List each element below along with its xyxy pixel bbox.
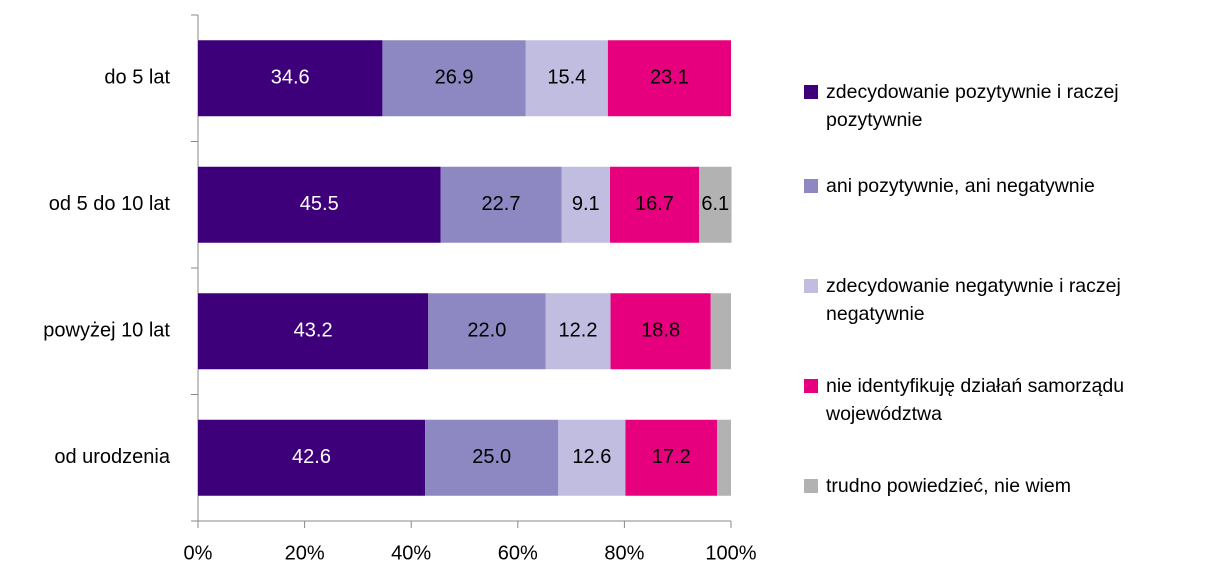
bar-segment bbox=[382, 40, 526, 117]
data-label: 22.7 bbox=[482, 193, 521, 215]
y-tick-label: powyżej 10 lat bbox=[43, 320, 170, 342]
data-label: 6.1 bbox=[701, 193, 729, 215]
data-label: 25.0 bbox=[472, 446, 511, 468]
bar-segment bbox=[717, 419, 731, 496]
x-tick-label: 60% bbox=[498, 542, 538, 564]
data-label: 15.4 bbox=[547, 67, 586, 89]
data-label: 23.1 bbox=[650, 67, 689, 89]
y-tick-label: od urodzenia bbox=[54, 446, 171, 468]
bar-segment bbox=[428, 293, 546, 370]
data-label: 42.6 bbox=[292, 446, 331, 468]
data-label: 12.2 bbox=[559, 320, 598, 342]
legend-entry: trudno powiedzieć, nie wiem bbox=[804, 472, 1204, 500]
legend-swatch bbox=[804, 85, 818, 99]
data-label: 45.5 bbox=[300, 193, 339, 215]
x-tick-label: 0% bbox=[184, 542, 213, 564]
data-label: 16.7 bbox=[635, 193, 674, 215]
data-label: 9.1 bbox=[572, 193, 600, 215]
legend-label: zdecydowanie pozytywnie i raczej pozytyw… bbox=[826, 81, 1119, 131]
data-label: 18.8 bbox=[641, 320, 680, 342]
x-tick-label: 40% bbox=[391, 542, 431, 564]
legend-label: ani pozytywnie, ani negatywnie bbox=[826, 175, 1095, 197]
legend-swatch bbox=[804, 379, 818, 393]
bar-segment bbox=[525, 40, 608, 117]
bar-segment bbox=[425, 419, 559, 496]
y-tick-label: od 5 do 10 lat bbox=[49, 193, 171, 215]
legend-label: nie identyfikuję działań samorządu wojew… bbox=[826, 375, 1125, 425]
legend-label: trudno powiedzieć, nie wiem bbox=[826, 475, 1071, 497]
y-tick-label: do 5 lat bbox=[104, 67, 170, 89]
bar-segment bbox=[699, 166, 732, 243]
bar-segment bbox=[561, 166, 611, 243]
legend-swatch bbox=[804, 479, 818, 493]
data-label: 12.6 bbox=[572, 446, 611, 468]
bar-segment bbox=[198, 40, 383, 117]
legend-entry: zdecydowanie pozytywnie i raczej pozytyw… bbox=[804, 78, 1204, 134]
legend-entry: nie identyfikuję działań samorządu wojew… bbox=[804, 372, 1204, 428]
bar-segment bbox=[625, 419, 718, 496]
data-label: 34.6 bbox=[271, 67, 310, 89]
x-tick-label: 100% bbox=[705, 542, 756, 564]
bar-segment bbox=[198, 293, 429, 370]
bar-segment bbox=[607, 40, 731, 117]
bar-segment bbox=[198, 166, 441, 243]
data-label: 26.9 bbox=[435, 67, 474, 89]
legend-entry: zdecydowanie negatywnie i raczej negatyw… bbox=[804, 272, 1204, 328]
x-tick-label: 80% bbox=[604, 542, 644, 564]
data-label: 43.2 bbox=[294, 320, 333, 342]
data-label: 17.2 bbox=[652, 446, 691, 468]
bar-segment bbox=[198, 419, 426, 496]
legend-swatch bbox=[804, 279, 818, 293]
data-label: 22.0 bbox=[467, 320, 506, 342]
x-tick-label: 20% bbox=[285, 542, 325, 564]
legend-swatch bbox=[804, 179, 818, 193]
bar-segment bbox=[710, 293, 731, 370]
bar-segment bbox=[545, 293, 611, 370]
bar-segment bbox=[558, 419, 626, 496]
bar-segment bbox=[440, 166, 562, 243]
bar-segment bbox=[610, 166, 700, 243]
legend-label: zdecydowanie negatywnie i raczej negatyw… bbox=[826, 275, 1121, 325]
legend-entry: ani pozytywnie, ani negatywnie bbox=[804, 172, 1204, 200]
chart: 0% 20% 40% 60% 80% 100% do 5 lat 34.6 26.9 15.4 23… bbox=[43, 14, 757, 564]
bar-segment bbox=[610, 293, 711, 370]
